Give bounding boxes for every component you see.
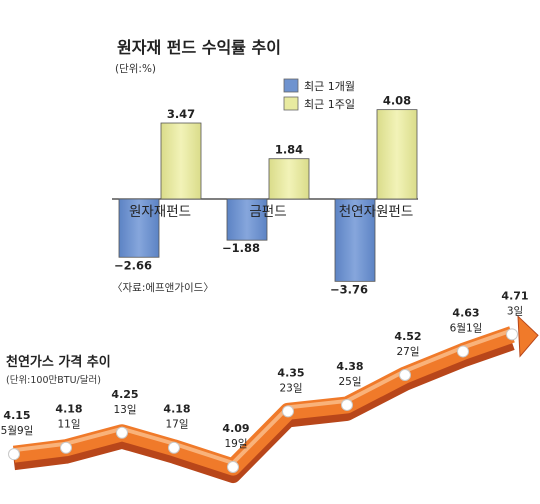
bar-week-2 <box>376 109 418 200</box>
price-point-0 <box>8 448 20 461</box>
natural-gas-price-chart: 천연가스 가격 추이 (단위:100만BTU/달러) 4.15 5월9일 4.18 1… <box>1 289 539 483</box>
price-value-label-5: 4.35 <box>277 366 304 379</box>
legend-swatch-month <box>283 78 299 93</box>
bar-week-1 <box>268 158 310 200</box>
bar-value-label-week-2: 4.08 <box>383 94 411 108</box>
price-value-label-2: 4.25 <box>111 388 138 401</box>
price-date-label-3: 17일 <box>165 418 188 431</box>
price-point-3 <box>168 441 180 454</box>
price-labels: 4.15 5월9일 4.18 11일 4.25 13일 4.18 17일 4.09 19일 4.35… <box>1 289 529 450</box>
price-point-5 <box>282 405 294 418</box>
price-ribbon <box>12 315 539 483</box>
price-date-label-1: 11일 <box>57 418 80 431</box>
price-value-label-0: 4.15 <box>3 409 30 422</box>
category-label-2: 천연자원펀드 <box>339 204 414 220</box>
bar-chart-source: 〈자료:에프앤가이드〉 <box>112 282 214 294</box>
price-points <box>8 328 518 473</box>
legend-label-week: 최근 1주일 <box>304 97 355 111</box>
bar-value-label-month-0: −2.66 <box>114 258 152 272</box>
category-label-1: 금펀드 <box>249 204 286 220</box>
line-chart-unit: (단위:100만BTU/달러) <box>6 374 101 386</box>
price-value-label-4: 4.09 <box>222 422 249 435</box>
price-date-label-9: 3일 <box>507 304 523 317</box>
price-date-label-8: 6월1일 <box>450 321 483 334</box>
price-value-label-9: 4.71 <box>501 289 528 302</box>
price-value-label-8: 4.63 <box>452 306 479 319</box>
price-ribbon-arrowhead <box>517 315 539 358</box>
price-point-4 <box>227 461 239 473</box>
price-point-9 <box>506 328 518 341</box>
price-point-1 <box>60 441 72 454</box>
price-ribbon-band <box>12 326 515 476</box>
bar-value-label-week-1: 1.84 <box>275 143 303 157</box>
legend-label-month: 최근 1개월 <box>304 80 355 93</box>
bar-month-0 <box>118 198 160 258</box>
category-label-0: 원자재펀드 <box>129 204 191 220</box>
price-point-6 <box>341 398 353 411</box>
price-ribbon-highlight <box>13 328 513 465</box>
price-value-label-7: 4.52 <box>394 330 421 343</box>
bar-week-0 <box>160 122 202 200</box>
bar-value-label-month-2: −3.76 <box>330 282 368 296</box>
price-date-label-2: 13일 <box>113 403 136 416</box>
bar-month-1 <box>226 198 268 241</box>
bar-chart-title: 원자재 펀드 수익률 추이 <box>117 38 281 57</box>
price-date-label-0: 5월9일 <box>1 424 34 437</box>
fund-return-bar-chart: 원자재 펀드 수익률 추이 (단위:%) 최근 1개월 최근 1주일 −2.66… <box>112 38 418 296</box>
bar-labels: −2.66 3.47 원자재펀드 −1.88 1.84 금펀드 −3.76 4.08 천연자원펀… <box>114 94 413 297</box>
bars <box>118 109 418 282</box>
price-date-label-5: 23일 <box>279 381 302 394</box>
price-value-label-6: 4.38 <box>336 360 363 373</box>
price-value-label-1: 4.18 <box>55 403 82 416</box>
price-date-label-4: 19일 <box>224 437 247 450</box>
bar-chart-unit: (단위:%) <box>115 62 156 75</box>
price-point-2 <box>116 426 128 439</box>
bar-chart-legend: 최근 1개월 최근 1주일 <box>283 78 355 111</box>
price-point-7 <box>399 368 411 381</box>
line-chart-title: 천연가스 가격 추이 <box>6 354 111 370</box>
price-date-label-6: 25일 <box>338 375 361 388</box>
price-value-label-3: 4.18 <box>163 403 190 416</box>
legend-swatch-week <box>283 96 299 111</box>
bar-month-2 <box>334 198 376 282</box>
price-date-label-7: 27일 <box>396 345 419 358</box>
bar-value-label-month-1: −1.88 <box>222 241 260 255</box>
bar-value-label-week-0: 3.47 <box>167 107 195 121</box>
price-point-8 <box>457 345 469 358</box>
